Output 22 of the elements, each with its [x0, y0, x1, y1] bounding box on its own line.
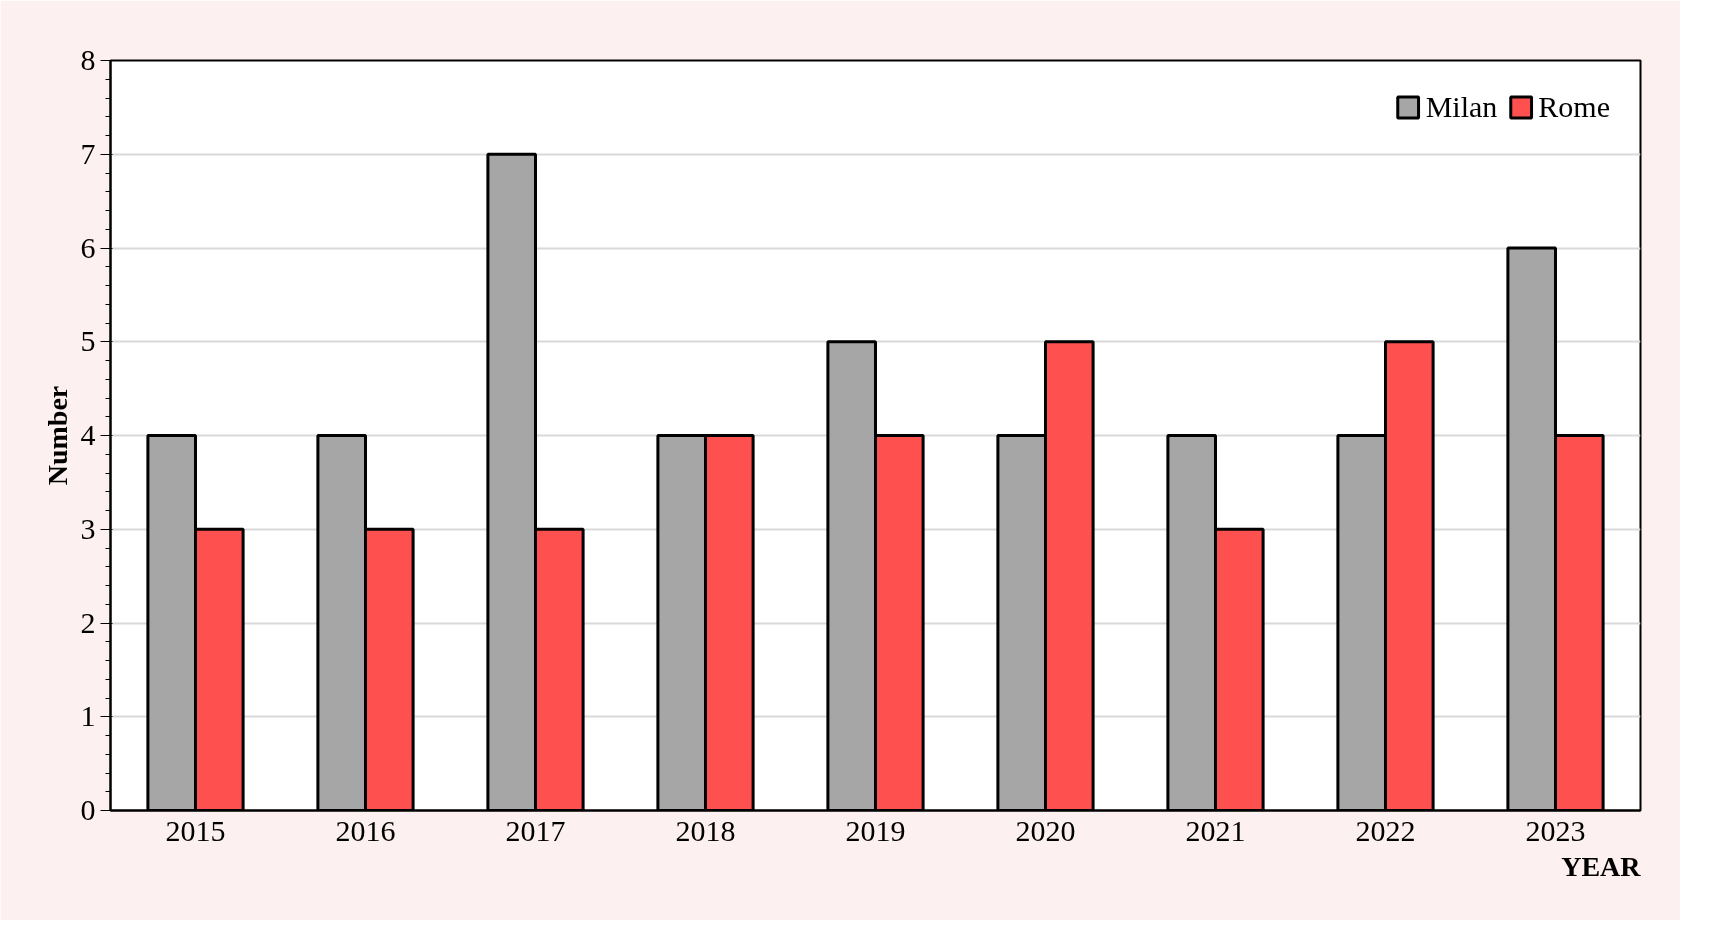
x-tick-label: 2015	[165, 813, 226, 847]
y-tick-label: 5	[80, 324, 96, 358]
y-axis-title: Number	[41, 385, 73, 486]
x-tick-label: 2016	[335, 813, 396, 847]
x-axis-title: YEAR	[1561, 850, 1642, 882]
x-tick-label: 2019	[845, 813, 906, 847]
x-tick-label: 2020	[1015, 813, 1076, 847]
y-tick-label: 6	[80, 230, 96, 264]
y-tick-label: 4	[80, 418, 96, 451]
legend-label: Rome	[1538, 90, 1610, 124]
legend-label: Milan	[1425, 90, 1498, 124]
x-tick-label: 2022	[1355, 813, 1416, 847]
x-tick-label: 2021	[1185, 813, 1246, 847]
y-tick-label: 7	[80, 136, 96, 170]
y-tick-label: 0	[80, 793, 96, 826]
y-tick-label: 1	[80, 699, 96, 733]
x-tick-label: 2018	[675, 813, 736, 847]
x-tick-label: 2023	[1525, 813, 1586, 847]
y-tick-label: 2	[80, 605, 96, 639]
x-tick-label: 2017	[505, 813, 566, 847]
y-tick-label: 8	[80, 43, 96, 76]
y-tick-label: 3	[80, 511, 96, 545]
